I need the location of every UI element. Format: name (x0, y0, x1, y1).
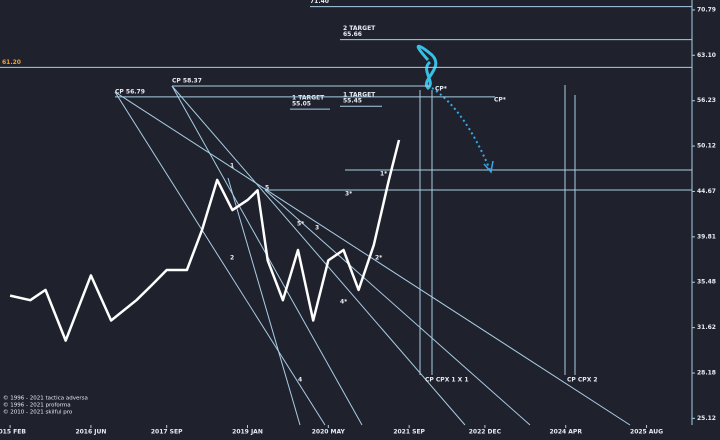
target-name: 2 TARGET (343, 25, 376, 32)
y-tick-label: 28.18 (697, 370, 716, 377)
x-tick-label: 2016 JUN (75, 429, 106, 436)
annotation: 3 (315, 225, 319, 232)
annotation: 4 (298, 377, 302, 384)
target-name: 1 TARGET (343, 92, 376, 99)
x-tick-label: 2019 JAN (232, 429, 263, 436)
annotation: CP CPX 2 (567, 377, 598, 384)
target-name: 1 TARGET (292, 95, 325, 102)
target-value: 55.05 (292, 101, 311, 108)
target-value: 65.66 (343, 31, 362, 38)
x-tick-label: 2025 AUG (630, 429, 663, 436)
x-tick-label: 2022 DEC (469, 429, 502, 436)
y-tick-label: 63.10 (697, 52, 716, 59)
cp-label: CP 56.79 (115, 88, 145, 95)
price-line (9, 139, 401, 342)
trend-lines (114, 0, 693, 426)
x-tick-label: 2020 MAY (312, 429, 346, 436)
y-tick-label: 70.79 (697, 6, 716, 13)
y-tick-label: 25.12 (697, 415, 716, 422)
credit: © 1996 - 2021 tactica adversa (3, 395, 88, 402)
annotation: CP CPX 1 X 1 (425, 377, 469, 384)
x-tick-label: 2024 APR (549, 429, 582, 436)
x-tick-label: 2021 SEP (393, 429, 425, 436)
annotation: 3* (345, 191, 353, 198)
credit: © 1996 - 2021 proforma (3, 402, 71, 409)
target-value: 55.45 (343, 98, 362, 105)
credit: © 2010 - 2021 skilful pro (3, 409, 73, 416)
annotation: 4* (340, 299, 348, 306)
y-tick-label: 31.62 (697, 324, 716, 331)
y-tick-label: 44.67 (697, 188, 716, 195)
annotation: 2* (375, 255, 383, 262)
x-tick-label: 2015 FEB (0, 429, 26, 436)
annotation: 5 (265, 185, 269, 192)
projection (416, 44, 494, 174)
level-label: 61.20 (2, 59, 21, 66)
y-tick-label: 50.12 (697, 143, 716, 150)
annotation: CP* (435, 86, 448, 93)
target-value: 71.40 (310, 0, 329, 5)
y-tick-label: 35.48 (697, 279, 716, 286)
cp-label: CP 58.37 (172, 77, 202, 84)
annotation: 1 (230, 163, 234, 170)
y-tick-label: 39.81 (697, 233, 716, 240)
x-tick-label: 2017 SEP (151, 429, 183, 436)
annotation: CP* (494, 97, 507, 104)
annotation: 2 (230, 255, 234, 262)
annotation: 5* (297, 221, 305, 228)
y-tick-label: 56.23 (697, 97, 716, 104)
annotation: 1* (380, 171, 388, 178)
